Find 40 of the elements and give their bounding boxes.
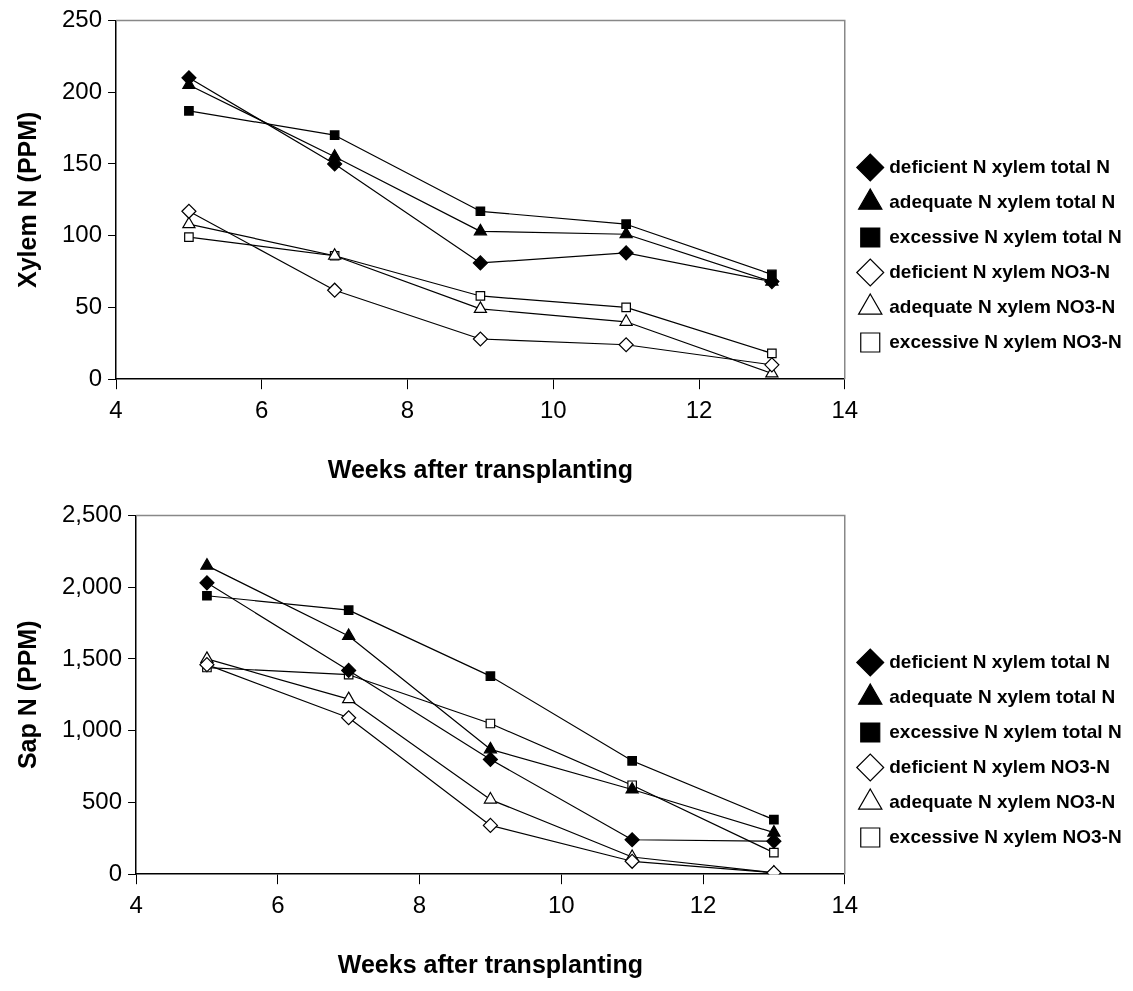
- x-tick-label: 4: [129, 891, 143, 919]
- legend-label: deficient N xylem NO3-N: [889, 260, 1110, 282]
- x-tick-label: 12: [689, 891, 717, 919]
- y-tick-label: 250: [62, 5, 103, 33]
- x-tick-label: 14: [831, 891, 859, 919]
- y-tick-label: 50: [75, 292, 103, 320]
- y-tick-label: 200: [62, 76, 103, 104]
- legend-label: adequate N xylem NO3-N: [889, 295, 1116, 317]
- x-axis-title: Weeks after transplanting: [337, 949, 643, 978]
- x-tick-label: 10: [547, 891, 575, 919]
- legend-label: adequate N xylem NO3-N: [889, 790, 1116, 812]
- x-tick-label: 8: [400, 396, 415, 424]
- legend-label: deficient N xylem total N: [889, 155, 1110, 177]
- x-tick-label: 12: [685, 396, 713, 424]
- y-tick-label: 150: [62, 148, 103, 176]
- y-tick-label: 0: [88, 363, 103, 391]
- x-tick-label: 10: [539, 396, 567, 424]
- y-tick-label: 2,000: [62, 571, 123, 599]
- y-axis-title: Sap N (PPM): [12, 620, 41, 770]
- x-tick-label: 8: [412, 891, 427, 919]
- legend-label: excessive N xylem total N: [889, 225, 1122, 247]
- x-tick-label: 6: [255, 396, 269, 424]
- y-tick-label: 100: [62, 220, 103, 248]
- y-tick-label: 1,000: [62, 715, 123, 743]
- legend-label: excessive N xylem NO3-N: [889, 825, 1122, 847]
- y-tick-label: 0: [108, 858, 123, 886]
- x-axis-title: Weeks after transplanting: [327, 454, 633, 483]
- legend-label: adequate N xylem total N: [889, 190, 1116, 212]
- x-tick-label: 14: [831, 396, 859, 424]
- x-tick-label: 6: [271, 891, 285, 919]
- legend-label: deficient N xylem total N: [889, 650, 1110, 672]
- legend-label: adequate N xylem total N: [889, 685, 1116, 707]
- legend-label: excessive N xylem total N: [889, 720, 1122, 742]
- y-axis-title: Xylem N (PPM): [12, 111, 41, 289]
- y-tick-label: 1,500: [62, 643, 123, 671]
- x-tick-label: 4: [109, 396, 123, 424]
- legend-label: deficient N xylem NO3-N: [889, 755, 1110, 777]
- y-tick-label: 500: [82, 787, 123, 815]
- legend-label: excessive N xylem NO3-N: [889, 330, 1122, 352]
- y-tick-label: 2,500: [62, 500, 123, 528]
